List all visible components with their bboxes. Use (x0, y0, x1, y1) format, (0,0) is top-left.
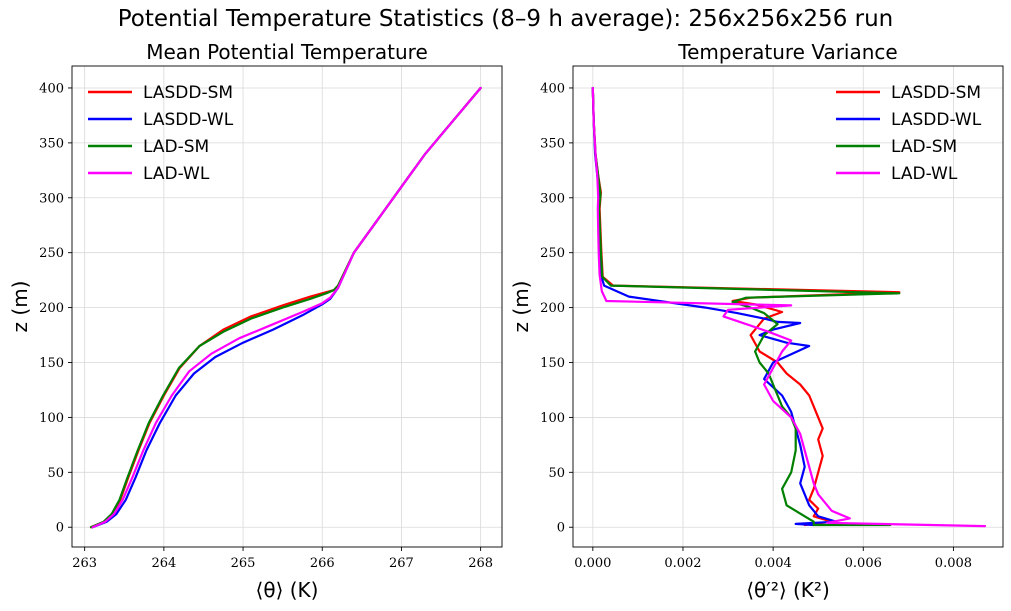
plot1-y-tick-label: 300 (39, 191, 64, 206)
plot1-legend-label-lad-sm: LAD-SM (143, 137, 209, 157)
plot1-title: Mean Potential Temperature (146, 40, 428, 64)
plot2-legend-label-lasdd-wl: LASDD-WL (891, 110, 982, 130)
plot2-series-lasdd-wl-line (591, 86, 838, 527)
plot1-x-tick-label: 266 (310, 556, 335, 571)
plot1-x-axis-label: ⟨θ⟩ (K) (256, 578, 319, 602)
plot2-x-axis-label: ⟨θ′²⟩ (K²) (746, 578, 830, 602)
plot2-y-tick-label: 100 (540, 411, 565, 426)
plot2-y-tick-label: 200 (540, 301, 565, 316)
plot2-y-tick-label: 150 (540, 356, 565, 371)
plot2-legend-label-lad-sm: LAD-SM (891, 137, 957, 157)
plot2-y-tick-label: 0 (557, 521, 565, 536)
plot2-x-tick-label: 0.006 (845, 556, 882, 571)
plot1-x-tick-label: 263 (72, 556, 97, 571)
plot1-y-tick-label: 0 (56, 521, 64, 536)
figure-suptitle: Potential Temperature Statistics (8–9 h … (117, 6, 894, 32)
plot2-legend-label-lad-wl: LAD-WL (891, 164, 958, 184)
plot1-x-tick-label: 265 (231, 556, 256, 571)
plot1-y-tick-label: 100 (39, 411, 64, 426)
plot1-x-tick-label: 268 (468, 556, 493, 571)
plot2-legend-label-lasdd-sm: LASDD-SM (891, 83, 981, 103)
plot2-x-tick-label: 0.000 (574, 556, 611, 571)
plot2-series-lad-sm-line (591, 86, 901, 527)
plot1-y-tick-label: 400 (39, 81, 64, 96)
plot1-y-tick-label: 250 (39, 246, 64, 261)
plot2-x-tick-label: 0.002 (664, 556, 701, 571)
plot1-legend-label-lasdd-sm: LASDD-SM (143, 83, 233, 103)
plot2-x-tick-label: 0.008 (935, 556, 972, 571)
plot1-y-tick-label: 200 (39, 301, 64, 316)
plot1-y-tick-label: 50 (47, 466, 64, 481)
plot1-x-tick-label: 267 (389, 556, 414, 571)
plot2-axes-frame (572, 65, 1004, 548)
plot1-y-tick-label: 150 (39, 356, 64, 371)
plot2-y-tick-label: 350 (540, 136, 565, 151)
plot2-series-lad-wl-line (591, 86, 987, 528)
plot2-x-tick-label: 0.004 (755, 556, 792, 571)
plot2-y-tick-label: 400 (540, 81, 565, 96)
plot2-y-axis-label: z (m) (509, 281, 533, 333)
plot1-y-tick-label: 350 (39, 136, 64, 151)
plot1-series-lad-wl-line (91, 86, 482, 529)
plot2-y-tick-label: 300 (540, 191, 565, 206)
plot1-legend-label-lad-wl: LAD-WL (143, 164, 210, 184)
plot1-legend-label-lasdd-wl: LASDD-WL (143, 110, 234, 130)
plot2-y-tick-label: 50 (548, 466, 565, 481)
plot1-x-tick-label: 264 (151, 556, 176, 571)
plot2-y-tick-label: 250 (540, 246, 565, 261)
plot1-y-axis-label: z (m) (8, 281, 32, 333)
plot2-title: Temperature Variance (677, 40, 897, 64)
plot1-axes-frame (71, 65, 503, 548)
